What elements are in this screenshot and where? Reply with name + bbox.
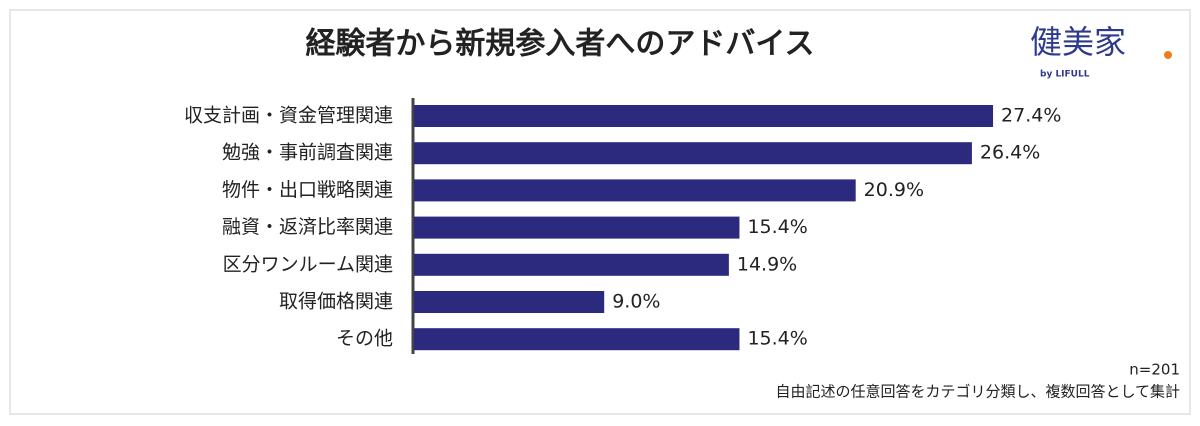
category-label: その他 xyxy=(336,328,393,350)
logo: 健美家 xyxy=(1030,23,1126,61)
value-label: 20.9% xyxy=(864,179,924,201)
category-label: 区分ワンルーム関連 xyxy=(223,253,393,275)
logo-sub: by LIFULL xyxy=(1040,70,1090,80)
value-label: 15.4% xyxy=(747,216,807,238)
bar xyxy=(414,328,740,351)
frame xyxy=(9,9,1191,415)
note: 自由記述の任意回答をカテゴリ分類し、複数回答として集計 xyxy=(775,383,1180,401)
bar xyxy=(414,179,856,202)
category-label: 勉強・事前調査関連 xyxy=(222,142,393,164)
bar xyxy=(414,142,972,165)
value-label: 9.0% xyxy=(612,291,660,313)
bar xyxy=(414,291,605,313)
value-label: 14.9% xyxy=(737,253,797,275)
category-label: 取得価格関連 xyxy=(279,291,393,313)
bar xyxy=(414,216,740,239)
category-label: 融資・返済比率関連 xyxy=(222,216,393,238)
bar xyxy=(414,253,729,276)
category-label: 物件・出口戦略関連 xyxy=(222,179,393,201)
bar xyxy=(414,105,994,127)
value-label: 26.4% xyxy=(980,142,1040,164)
category-label: 収支計画・資金管理関連 xyxy=(184,105,393,127)
note: n=201 xyxy=(1129,361,1180,379)
logo-dot xyxy=(1164,51,1172,59)
chart-title: 経験者から新規参入者へのアドバイス xyxy=(305,27,814,62)
value-label: 15.4% xyxy=(747,328,807,350)
value-label: 27.4% xyxy=(1001,105,1061,127)
